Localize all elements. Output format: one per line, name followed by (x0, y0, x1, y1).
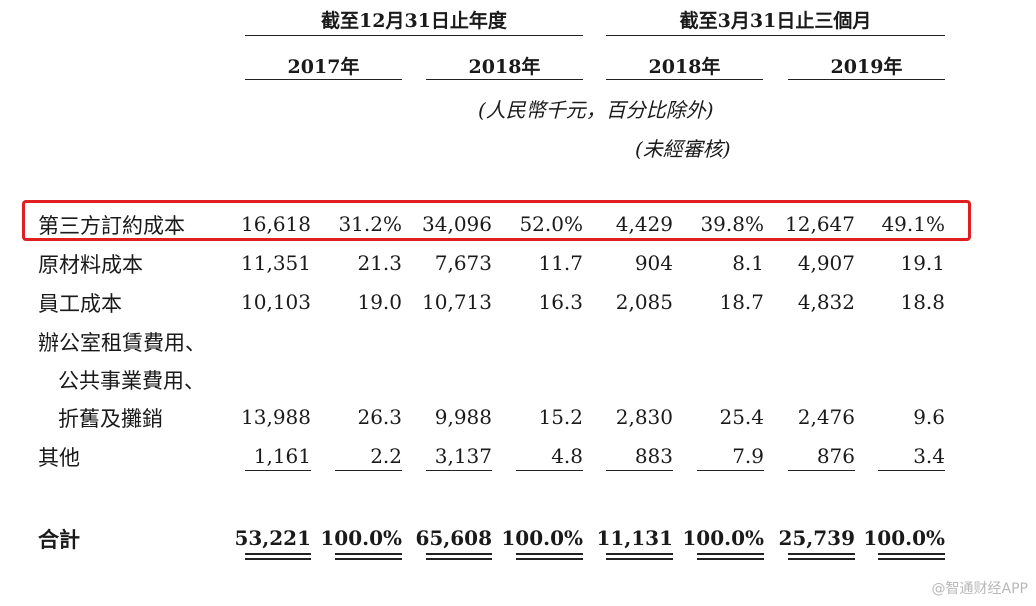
header-underline (426, 79, 583, 80)
header-underline (788, 79, 945, 80)
cell-pct: 49.1% (881, 212, 945, 236)
cell-value: 11,351 (241, 251, 311, 275)
total-value: 25,739 (778, 526, 855, 550)
cell-pct: 7.9 (732, 444, 764, 468)
row-label: 辦公室租賃費用、 (38, 331, 206, 355)
header-group-quarter: 截至3月31日止三個月 (679, 10, 872, 32)
header-underline (606, 35, 945, 36)
cell-pct: 8.1 (732, 251, 764, 275)
row-label: 折舊及攤銷 (58, 407, 163, 431)
cell-value: 34,096 (422, 212, 492, 236)
total-pct: 100.0% (320, 526, 402, 550)
cell-pct: 26.3 (357, 405, 402, 429)
subtotal-rule (606, 470, 673, 471)
cell-value: 904 (634, 251, 673, 275)
unit-note: (人民幣千元，百分比除外) (478, 98, 714, 122)
subtotal-rule (426, 470, 492, 471)
cell-pct: 3.4 (913, 444, 945, 468)
cell-pct: 11.7 (538, 251, 583, 275)
subtotal-rule (335, 470, 402, 471)
cell-pct: 19.0 (357, 290, 402, 314)
cell-value: 3,137 (434, 444, 492, 468)
cell-pct: 9.6 (913, 405, 945, 429)
cell-pct: 25.4 (719, 405, 764, 429)
cell-pct: 15.2 (538, 405, 583, 429)
total-pct: 100.0% (682, 526, 764, 550)
cell-value: 9,988 (434, 405, 492, 429)
cell-value: 4,429 (615, 212, 673, 236)
total-double-rule (788, 558, 855, 560)
total-pct: 100.0% (501, 526, 583, 550)
total-double-rule (878, 558, 945, 560)
row-label: 其他 (38, 446, 80, 470)
total-label: 合計 (38, 528, 80, 552)
year-header: 2018年 (648, 56, 721, 78)
subtotal-rule (245, 470, 311, 471)
header-underline (245, 79, 402, 80)
cell-pct: 4.8 (551, 444, 583, 468)
audit-note: (未經審核) (635, 137, 731, 161)
header-underline (245, 35, 583, 36)
total-double-rule (606, 553, 673, 555)
total-double-rule (697, 558, 764, 560)
header-underline (606, 79, 763, 80)
cell-pct: 2.2 (370, 444, 402, 468)
cell-pct: 18.8 (900, 290, 945, 314)
cell-value: 2,476 (797, 405, 855, 429)
cell-pct: 39.8% (700, 212, 764, 236)
cell-value: 876 (816, 444, 855, 468)
total-double-rule (878, 553, 945, 555)
cell-pct: 18.7 (719, 290, 764, 314)
total-double-rule (606, 558, 673, 560)
row-label: 員工成本 (38, 292, 122, 316)
highlight-box (22, 200, 971, 241)
cell-value: 16,618 (241, 212, 311, 236)
total-double-rule (426, 558, 492, 560)
total-double-rule (697, 553, 764, 555)
subtotal-rule (697, 470, 764, 471)
cell-pct: 21.3 (357, 251, 402, 275)
cell-value: 2,085 (615, 290, 673, 314)
total-double-rule (335, 553, 402, 555)
total-double-rule (426, 553, 492, 555)
cell-value: 883 (634, 444, 673, 468)
total-value: 53,221 (234, 526, 311, 550)
cell-value: 4,832 (797, 290, 855, 314)
subtotal-rule (516, 470, 583, 471)
row-label: 公共事業費用、 (58, 369, 205, 393)
cell-pct: 31.2% (338, 212, 402, 236)
total-double-rule (516, 558, 583, 560)
header-group-annual: 截至12月31日止年度 (321, 10, 507, 32)
watermark: @智通财经APP (931, 581, 1028, 597)
subtotal-rule (878, 470, 945, 471)
year-header: 2019年 (830, 56, 903, 78)
subtotal-rule (788, 470, 855, 471)
year-header: 2017年 (287, 56, 360, 78)
total-pct: 100.0% (863, 526, 945, 550)
total-double-rule (516, 553, 583, 555)
cell-value: 1,161 (253, 444, 311, 468)
total-double-rule (245, 558, 311, 560)
cell-value: 13,988 (241, 405, 311, 429)
cell-value: 10,103 (241, 290, 311, 314)
total-value: 65,608 (415, 526, 492, 550)
cell-value: 4,907 (797, 251, 855, 275)
year-header: 2018年 (468, 56, 541, 78)
row-label: 第三方訂約成本 (38, 214, 185, 238)
total-double-rule (335, 558, 402, 560)
cell-value: 2,830 (615, 405, 673, 429)
cell-value: 12,647 (785, 212, 855, 236)
total-value: 11,131 (596, 526, 673, 550)
cell-value: 10,713 (422, 290, 492, 314)
cell-pct: 19.1 (900, 251, 945, 275)
total-double-rule (788, 553, 855, 555)
row-label: 原材料成本 (38, 253, 143, 277)
cell-pct: 16.3 (538, 290, 583, 314)
cell-pct: 52.0% (519, 212, 583, 236)
total-double-rule (245, 553, 311, 555)
cell-value: 7,673 (434, 251, 492, 275)
